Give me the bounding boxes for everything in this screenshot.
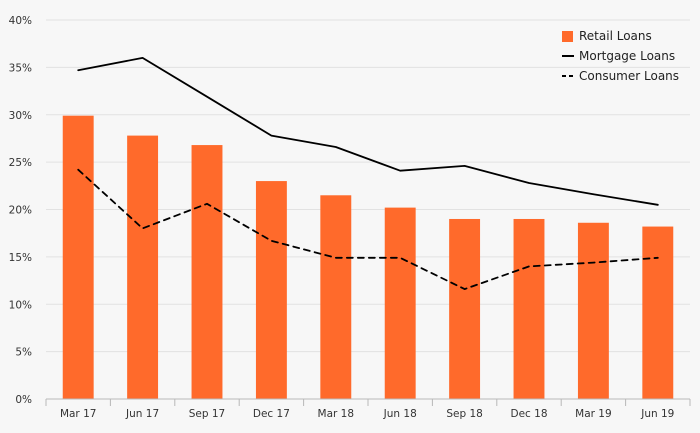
- y-tick-label-35: 35%: [9, 62, 32, 74]
- bars-retail-loans: [62, 115, 674, 399]
- legend-label-consumer-loans: Consumer Loans: [579, 69, 679, 83]
- bar-retail-loans-mar-18: [320, 195, 352, 399]
- bar-retail-loans-sep-17: [191, 145, 223, 399]
- bar-retail-loans-jun-18: [384, 207, 416, 399]
- x-tick-label-mar-17: Mar 17: [60, 408, 97, 420]
- bar-retail-loans-mar-19: [577, 222, 609, 399]
- line-mortgage-loans: [77, 57, 659, 206]
- y-tick-label-10: 10%: [9, 299, 32, 311]
- x-tick-label-mar-19: Mar 19: [575, 408, 612, 420]
- x-tick-label-sep-18: Sep 18: [446, 408, 483, 420]
- y-tick-label-0: 0%: [15, 394, 32, 406]
- line-consumer-loans: [77, 168, 659, 291]
- legend-label-mortgage-loans: Mortgage Loans: [579, 49, 675, 63]
- axes: 0% 5% 10% 15% 20% 25% 30% 35% 40% Mar 17 Jun 17 Sep…: [9, 15, 691, 420]
- y-tick-label-5: 5%: [15, 347, 32, 359]
- bar-retail-loans-sep-18: [449, 218, 481, 399]
- y-tick-label-30: 30%: [9, 110, 32, 122]
- x-tick-label-jun-19: Jun 19: [640, 408, 674, 420]
- bar-retail-loans-dec-18: [513, 218, 545, 399]
- x-tick-label-jun-17: Jun 17: [125, 408, 159, 420]
- x-tick-label-dec-18: Dec 18: [510, 408, 547, 420]
- legend-label-retail-loans: Retail Loans: [579, 29, 652, 43]
- bar-retail-loans-jun-17: [127, 135, 159, 399]
- legend: Retail Loans Mortgage Loans Consumer Loans: [562, 29, 679, 83]
- bar-retail-loans-mar-17: [62, 115, 94, 399]
- x-tick-label-sep-17: Sep 17: [189, 408, 226, 420]
- x-tick-label-mar-18: Mar 18: [318, 408, 355, 420]
- y-tick-label-25: 25%: [9, 157, 32, 169]
- series-lines: [77, 57, 659, 291]
- bar-retail-loans-jun-19: [642, 226, 674, 399]
- y-tick-label-20: 20%: [9, 205, 32, 217]
- y-tick-label-15: 15%: [9, 252, 32, 264]
- bar-retail-loans-dec-17: [255, 181, 287, 399]
- legend-swatch-retail-loans: [562, 31, 573, 42]
- x-tick-label-jun-18: Jun 18: [383, 408, 417, 420]
- y-tick-label-40: 40%: [9, 15, 32, 27]
- x-tick-label-dec-17: Dec 17: [253, 408, 290, 420]
